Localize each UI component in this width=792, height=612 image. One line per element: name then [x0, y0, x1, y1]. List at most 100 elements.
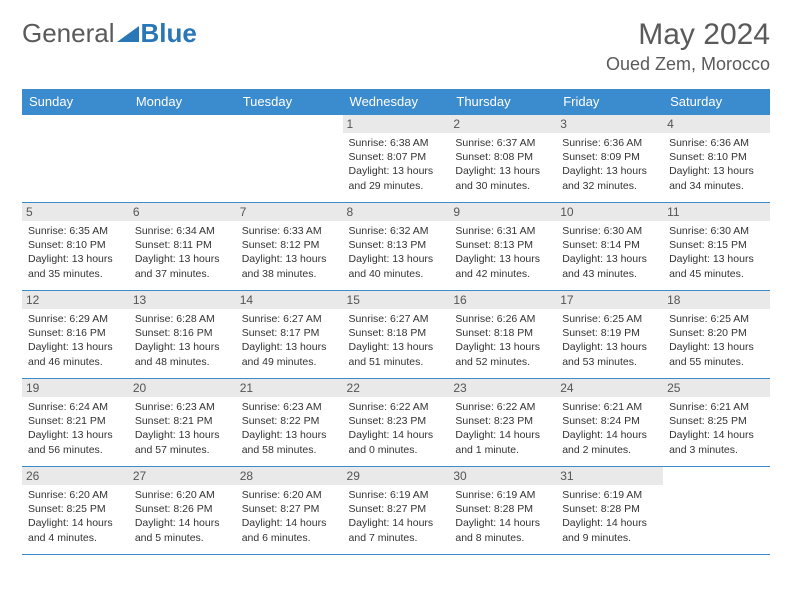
day-number: 25 — [663, 379, 770, 397]
day-number: 4 — [663, 115, 770, 133]
day-info: Sunrise: 6:27 AMSunset: 8:17 PMDaylight:… — [242, 312, 337, 369]
calendar-day-cell: 3 Sunrise: 6:36 AMSunset: 8:09 PMDaylight… — [556, 115, 663, 203]
day-info: Sunrise: 6:25 AMSunset: 8:20 PMDaylight:… — [669, 312, 764, 369]
calendar-day-cell: 28 Sunrise: 6:20 AMSunset: 8:27 PMDayligh… — [236, 467, 343, 555]
day-number: 13 — [129, 291, 236, 309]
weekday-header: Sunday — [22, 89, 129, 115]
calendar-day-cell: 11 Sunrise: 6:30 AMSunset: 8:15 PMDayligh… — [663, 203, 770, 291]
calendar-week-row: 19 Sunrise: 6:24 AMSunset: 8:21 PMDayligh… — [22, 379, 770, 467]
calendar-day-cell: 13Sunrise: 6:28 AMSunset: 8:16 PMDayligh… — [129, 291, 236, 379]
day-info: Sunrise: 6:32 AMSunset: 8:13 PMDaylight:… — [349, 224, 444, 281]
logo-text-general: General — [22, 18, 115, 49]
day-number: 26 — [22, 467, 129, 485]
weekday-header: Tuesday — [236, 89, 343, 115]
day-number: 29 — [343, 467, 450, 485]
calendar-day-cell: 29 Sunrise: 6:19 AMSunset: 8:27 PMDayligh… — [343, 467, 450, 555]
calendar-table: SundayMondayTuesdayWednesdayThursdayFrid… — [22, 89, 770, 555]
day-info: Sunrise: 6:36 AMSunset: 8:09 PMDaylight:… — [562, 136, 657, 193]
day-number: 3 — [556, 115, 663, 133]
calendar-empty-cell — [129, 115, 236, 203]
day-info: Sunrise: 6:30 AMSunset: 8:14 PMDaylight:… — [562, 224, 657, 281]
month-title: May 2024 — [606, 18, 770, 52]
day-number: 15 — [343, 291, 450, 309]
day-info: Sunrise: 6:21 AMSunset: 8:25 PMDaylight:… — [669, 400, 764, 457]
calendar-day-cell: 18 Sunrise: 6:25 AMSunset: 8:20 PMDayligh… — [663, 291, 770, 379]
day-number: 23 — [449, 379, 556, 397]
calendar-week-row: 5 Sunrise: 6:35 AMSunset: 8:10 PMDaylight… — [22, 203, 770, 291]
logo: General Blue — [22, 18, 197, 49]
day-info: Sunrise: 6:33 AMSunset: 8:12 PMDaylight:… — [242, 224, 337, 281]
calendar-day-cell: 2Sunrise: 6:37 AMSunset: 8:08 PMDaylight… — [449, 115, 556, 203]
day-number: 19 — [22, 379, 129, 397]
weekday-header: Friday — [556, 89, 663, 115]
day-info: Sunrise: 6:22 AMSunset: 8:23 PMDaylight:… — [349, 400, 444, 457]
calendar-day-cell: 20 Sunrise: 6:23 AMSunset: 8:21 PMDayligh… — [129, 379, 236, 467]
weekday-header: Wednesday — [343, 89, 450, 115]
calendar-day-cell: 26 Sunrise: 6:20 AMSunset: 8:25 PMDayligh… — [22, 467, 129, 555]
day-number: 22 — [343, 379, 450, 397]
calendar-day-cell: 6Sunrise: 6:34 AMSunset: 8:11 PMDaylight… — [129, 203, 236, 291]
calendar-day-cell: 22 Sunrise: 6:22 AMSunset: 8:23 PMDayligh… — [343, 379, 450, 467]
location-label: Oued Zem, Morocco — [606, 54, 770, 75]
day-number: 20 — [129, 379, 236, 397]
day-number: 2 — [449, 115, 556, 133]
day-number: 8 — [343, 203, 450, 221]
day-info: Sunrise: 6:27 AMSunset: 8:18 PMDaylight:… — [349, 312, 444, 369]
calendar-day-cell: 31Sunrise: 6:19 AMSunset: 8:28 PMDayligh… — [556, 467, 663, 555]
day-number: 5 — [22, 203, 129, 221]
day-info: Sunrise: 6:23 AMSunset: 8:21 PMDaylight:… — [135, 400, 230, 457]
day-number: 28 — [236, 467, 343, 485]
logo-text-blue: Blue — [141, 18, 197, 49]
calendar-day-cell: 24 Sunrise: 6:21 AMSunset: 8:24 PMDayligh… — [556, 379, 663, 467]
calendar-day-cell: 21Sunrise: 6:23 AMSunset: 8:22 PMDayligh… — [236, 379, 343, 467]
calendar-day-cell: 15 Sunrise: 6:27 AMSunset: 8:18 PMDayligh… — [343, 291, 450, 379]
day-info: Sunrise: 6:24 AMSunset: 8:21 PMDaylight:… — [28, 400, 123, 457]
calendar-empty-cell — [22, 115, 129, 203]
day-number: 21 — [236, 379, 343, 397]
day-info: Sunrise: 6:19 AMSunset: 8:28 PMDaylight:… — [455, 488, 550, 545]
calendar-day-cell: 9Sunrise: 6:31 AMSunset: 8:13 PMDaylight… — [449, 203, 556, 291]
day-info: Sunrise: 6:22 AMSunset: 8:23 PMDaylight:… — [455, 400, 550, 457]
day-number: 16 — [449, 291, 556, 309]
day-info: Sunrise: 6:19 AMSunset: 8:27 PMDaylight:… — [349, 488, 444, 545]
day-number: 11 — [663, 203, 770, 221]
day-number: 24 — [556, 379, 663, 397]
calendar-header-row: SundayMondayTuesdayWednesdayThursdayFrid… — [22, 89, 770, 115]
day-info: Sunrise: 6:35 AMSunset: 8:10 PMDaylight:… — [28, 224, 123, 281]
day-number: 12 — [22, 291, 129, 309]
calendar-empty-cell — [236, 115, 343, 203]
day-number: 31 — [556, 467, 663, 485]
calendar-empty-cell — [663, 467, 770, 555]
day-number: 10 — [556, 203, 663, 221]
day-info: Sunrise: 6:36 AMSunset: 8:10 PMDaylight:… — [669, 136, 764, 193]
day-number: 1 — [343, 115, 450, 133]
title-block: May 2024 Oued Zem, Morocco — [606, 18, 770, 75]
calendar-day-cell: 1Sunrise: 6:38 AMSunset: 8:07 PMDaylight… — [343, 115, 450, 203]
calendar-week-row: 12 Sunrise: 6:29 AMSunset: 8:16 PMDayligh… — [22, 291, 770, 379]
calendar-day-cell: 14Sunrise: 6:27 AMSunset: 8:17 PMDayligh… — [236, 291, 343, 379]
calendar-body: 1Sunrise: 6:38 AMSunset: 8:07 PMDaylight… — [22, 115, 770, 555]
calendar-week-row: 26 Sunrise: 6:20 AMSunset: 8:25 PMDayligh… — [22, 467, 770, 555]
calendar-day-cell: 12 Sunrise: 6:29 AMSunset: 8:16 PMDayligh… — [22, 291, 129, 379]
calendar-day-cell: 25 Sunrise: 6:21 AMSunset: 8:25 PMDayligh… — [663, 379, 770, 467]
calendar-day-cell: 23 Sunrise: 6:22 AMSunset: 8:23 PMDayligh… — [449, 379, 556, 467]
calendar-day-cell: 5 Sunrise: 6:35 AMSunset: 8:10 PMDaylight… — [22, 203, 129, 291]
day-info: Sunrise: 6:20 AMSunset: 8:26 PMDaylight:… — [135, 488, 230, 545]
day-number: 7 — [236, 203, 343, 221]
calendar-day-cell: 30Sunrise: 6:19 AMSunset: 8:28 PMDayligh… — [449, 467, 556, 555]
day-number: 17 — [556, 291, 663, 309]
day-info: Sunrise: 6:29 AMSunset: 8:16 PMDaylight:… — [28, 312, 123, 369]
day-info: Sunrise: 6:31 AMSunset: 8:13 PMDaylight:… — [455, 224, 550, 281]
day-info: Sunrise: 6:20 AMSunset: 8:25 PMDaylight:… — [28, 488, 123, 545]
day-number: 18 — [663, 291, 770, 309]
day-info: Sunrise: 6:25 AMSunset: 8:19 PMDaylight:… — [562, 312, 657, 369]
calendar-day-cell: 8 Sunrise: 6:32 AMSunset: 8:13 PMDaylight… — [343, 203, 450, 291]
calendar-week-row: 1Sunrise: 6:38 AMSunset: 8:07 PMDaylight… — [22, 115, 770, 203]
calendar-day-cell: 16Sunrise: 6:26 AMSunset: 8:18 PMDayligh… — [449, 291, 556, 379]
day-info: Sunrise: 6:20 AMSunset: 8:27 PMDaylight:… — [242, 488, 337, 545]
calendar-day-cell: 17 Sunrise: 6:25 AMSunset: 8:19 PMDayligh… — [556, 291, 663, 379]
day-info: Sunrise: 6:30 AMSunset: 8:15 PMDaylight:… — [669, 224, 764, 281]
calendar-day-cell: 19 Sunrise: 6:24 AMSunset: 8:21 PMDayligh… — [22, 379, 129, 467]
calendar-day-cell: 7 Sunrise: 6:33 AMSunset: 8:12 PMDaylight… — [236, 203, 343, 291]
day-info: Sunrise: 6:21 AMSunset: 8:24 PMDaylight:… — [562, 400, 657, 457]
